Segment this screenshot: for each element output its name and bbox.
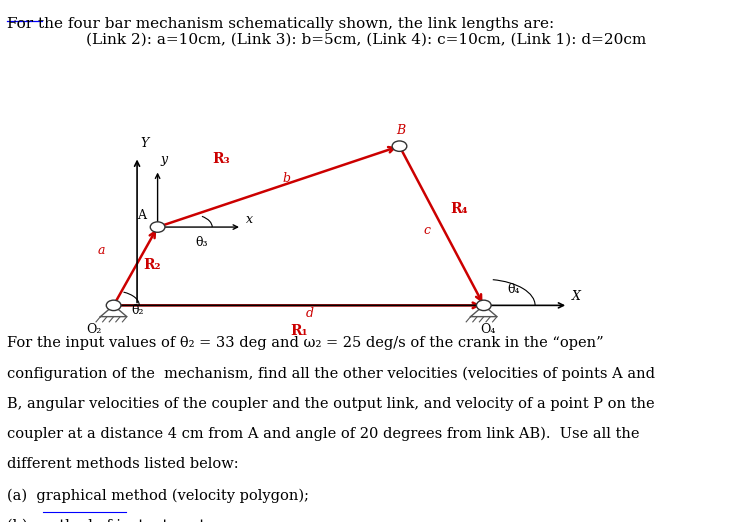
Text: For the input values of θ₂ = 33 deg and ω₂ = 25 deg/s of the crank in the “open”: For the input values of θ₂ = 33 deg and …	[7, 336, 604, 350]
Text: configuration of the  mechanism, find all the other velocities (velocities of po: configuration of the mechanism, find all…	[7, 366, 655, 381]
Text: R₂: R₂	[143, 258, 161, 272]
Text: x: x	[246, 212, 253, 226]
Circle shape	[476, 300, 491, 311]
Text: B: B	[396, 124, 405, 137]
Text: Y: Y	[140, 137, 148, 150]
Text: A: A	[137, 209, 146, 222]
Text: (a)  graphical method (velocity polygon);: (a) graphical method (velocity polygon);	[7, 489, 309, 503]
Text: y: y	[161, 153, 168, 166]
Text: θ₄: θ₄	[507, 283, 520, 296]
Text: R₃: R₃	[213, 152, 230, 166]
Text: coupler at a distance 4 cm from A and angle of 20 degrees from link AB).  Use al: coupler at a distance 4 cm from A and an…	[7, 427, 640, 442]
Circle shape	[106, 300, 121, 311]
Text: θ₂: θ₂	[131, 304, 144, 317]
Text: R₄: R₄	[450, 203, 468, 216]
Text: (Link 2): a=10cm, (Link 3): b=5cm, (Link 4): c=10cm, (Link 1): d=20cm: (Link 2): a=10cm, (Link 3): b=5cm, (Link…	[86, 32, 647, 46]
Text: X: X	[572, 290, 581, 303]
Text: a: a	[97, 244, 105, 257]
Text: For the four bar mechanism schematically shown, the link lengths are:: For the four bar mechanism schematically…	[7, 17, 555, 31]
Text: d: d	[306, 307, 314, 320]
Text: O₂: O₂	[86, 323, 101, 336]
Text: (b)  method of instant centers;: (b) method of instant centers;	[7, 519, 234, 522]
Circle shape	[150, 222, 165, 232]
Circle shape	[392, 141, 407, 151]
Text: B, angular velocities of the coupler and the output link, and velocity of a poin: B, angular velocities of the coupler and…	[7, 397, 655, 411]
Text: different methods listed below:: different methods listed below:	[7, 457, 239, 471]
Text: O₄: O₄	[480, 323, 496, 336]
Text: c: c	[424, 224, 430, 238]
Text: b: b	[282, 172, 290, 185]
Text: θ₃: θ₃	[196, 236, 208, 249]
Text: R₁: R₁	[290, 324, 308, 338]
